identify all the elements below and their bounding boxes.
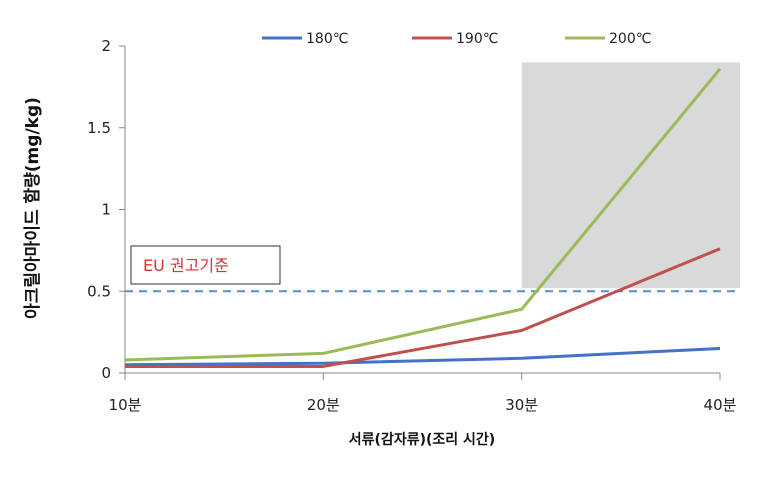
series-group [124, 67, 722, 368]
y-tick-label: 1 [101, 201, 111, 219]
x-tick-label: 20분 [307, 396, 340, 414]
y-ticks: 0 0.5 1 1.5 2 [87, 37, 125, 382]
legend: 180℃ 190℃ 200℃ [262, 31, 651, 47]
y-tick-label: 0.5 [87, 282, 111, 300]
series-line-1 [125, 247, 721, 368]
reference-annotation: EU 권고기준 [130, 245, 281, 285]
reference-label: EU 권고기준 [143, 256, 229, 275]
x-axis-title: 서류(감자류)(조리 시간) [349, 431, 495, 448]
reference-label-box [130, 245, 281, 285]
legend-label-0: 180℃ [306, 31, 348, 47]
legend-label-2: 200℃ [609, 31, 651, 47]
x-tick-label: 40분 [704, 396, 737, 414]
legend-label-1: 190℃ [456, 31, 498, 47]
y-tick-label: 1.5 [87, 119, 111, 137]
y-tick-label: 0 [101, 364, 111, 382]
series-line-2 [124, 67, 722, 362]
y-axis-title: 아크릴아마이드 함량(mg/kg) [22, 97, 43, 319]
x-tick-label: 10분 [109, 396, 142, 414]
x-ticks: 10분 20분 30분 40분 [109, 373, 737, 414]
series-line-0 [124, 346, 721, 367]
x-tick-label: 30분 [505, 396, 538, 414]
y-tick-label: 2 [101, 37, 111, 55]
